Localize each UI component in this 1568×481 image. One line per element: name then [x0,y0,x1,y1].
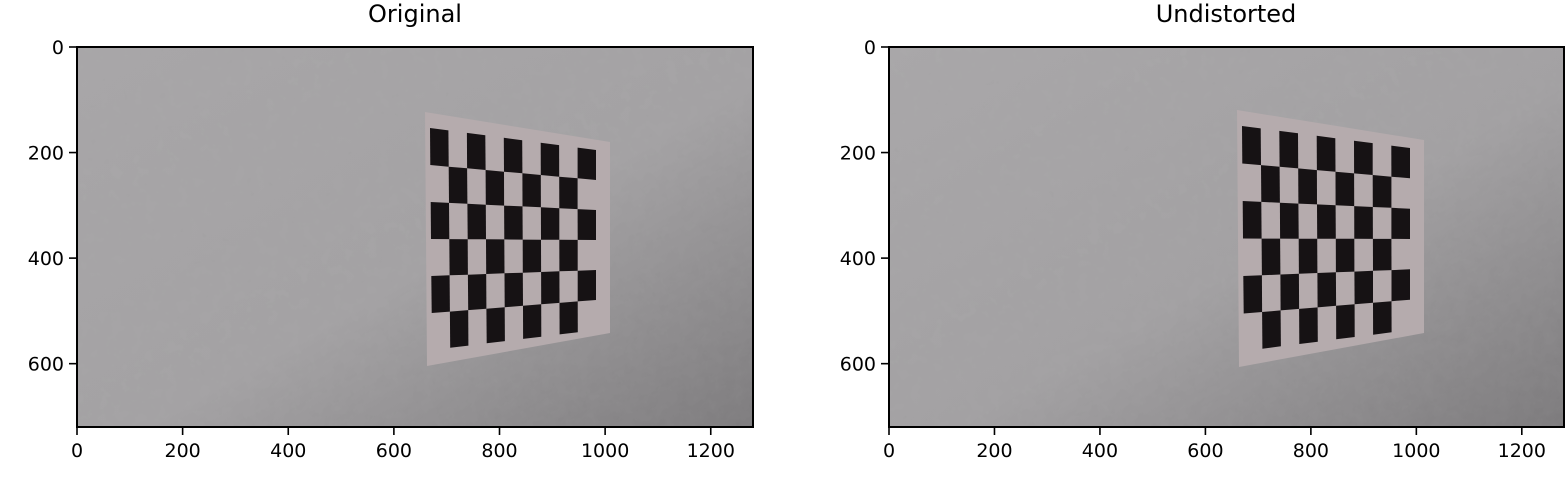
wall-texture [889,47,1564,427]
x-tick-label: 600 [376,440,412,462]
checker-square [450,310,469,348]
x-tick-label: 0 [883,440,895,462]
x-tick-label: 0 [71,440,83,462]
photo [77,47,753,427]
checker-square [541,143,560,177]
y-tick-label: 200 [840,143,876,165]
x-tick-label: 400 [270,440,306,462]
y-axis: 0 200 400 600 [840,37,889,376]
checker-square [486,239,505,274]
x-tick-label: 1200 [1498,440,1546,462]
y-tick-label: 600 [28,354,64,376]
panel-title: Original [368,0,462,28]
x-tick-label: 400 [1082,440,1118,462]
checker-square [1280,274,1299,311]
checker-square [1261,165,1280,203]
panel-undistorted: Undistorted 0 200 400 600 800 1000 1200 0 200 40… [840,0,1564,462]
checker-square [449,239,468,275]
x-tick-label: 200 [164,440,200,462]
checker-square [504,138,523,174]
checker-square [1243,275,1262,313]
checker-square [467,133,486,170]
checker-square [1317,272,1336,307]
checker-square [578,148,596,180]
checker-square [1391,208,1410,239]
checker-square [1336,172,1355,206]
y-tick-label: 0 [52,37,64,59]
checker-square [559,177,577,209]
checker-square [1317,136,1336,172]
checker-square [1392,269,1411,301]
checker-square [1336,304,1355,339]
x-tick-label: 1000 [581,440,629,462]
checker-square [486,170,505,206]
wall-texture [77,47,753,427]
photo [889,47,1564,427]
checker-square [1354,141,1373,175]
checker-square [504,206,523,240]
checker-square [541,271,559,304]
checker-square [1280,203,1299,239]
checker-square [486,307,505,343]
x-tick-label: 600 [1187,440,1223,462]
checker-square [1242,126,1261,165]
checker-square [467,204,486,240]
checker-square [541,207,559,240]
y-tick-label: 0 [864,37,876,59]
checker-square [1391,146,1410,179]
checker-square [1262,310,1281,348]
checker-square [1354,271,1373,305]
checker-square [1279,131,1298,169]
panel-original: Original 0 200 400 600 800 1000 1200 0 200 400 60… [28,0,753,462]
checker-square [431,275,450,313]
y-tick-label: 400 [840,248,876,270]
checker-square [578,270,596,301]
checker-square [1299,239,1318,274]
x-tick-label: 800 [1293,440,1329,462]
checker-square [523,240,541,273]
y-axis: 0 200 400 600 [28,37,77,376]
checker-square [1298,168,1317,204]
y-tick-label: 400 [28,248,64,270]
x-axis: 0 200 400 600 800 1000 1200 [71,427,735,462]
checker-square [1373,239,1392,271]
checker-square [1299,307,1318,344]
checker-square [578,209,596,240]
x-tick-label: 200 [976,440,1012,462]
y-tick-label: 200 [28,143,64,165]
x-tick-label: 800 [481,440,517,462]
x-tick-label: 1200 [687,440,735,462]
checker-square [1354,206,1373,239]
x-axis: 0 200 400 600 800 1000 1200 [883,427,1546,462]
checker-square [505,273,524,308]
checker-square [1243,201,1262,239]
checker-square [522,173,541,207]
checker-square [523,304,541,339]
checker-square [431,202,450,239]
checker-square [1373,301,1392,335]
checker-square [468,274,487,310]
y-tick-label: 600 [840,354,876,376]
checker-square [1336,239,1355,272]
checker-square [449,167,468,204]
checker-square [560,301,578,334]
checker-square [430,128,449,167]
checker-square [1373,175,1392,208]
checker-square [1317,204,1336,238]
x-tick-label: 1000 [1392,440,1440,462]
panel-title: Undistorted [1156,0,1297,28]
checker-square [1262,239,1281,276]
checker-square [559,240,577,271]
